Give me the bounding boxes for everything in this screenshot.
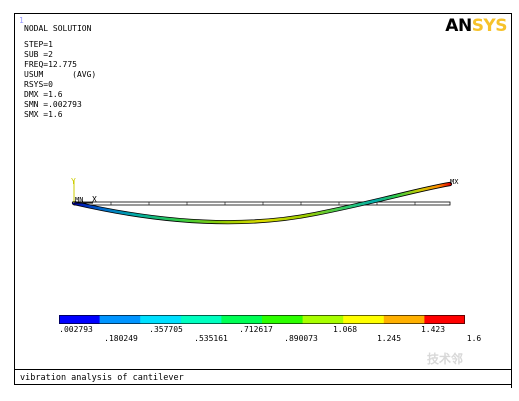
info-step: STEP=1 xyxy=(24,40,53,49)
info-freq: FREQ=12.775 xyxy=(24,60,77,69)
watermark: 技术邻 xyxy=(427,352,464,366)
text-cursor xyxy=(511,370,512,388)
graphics-window[interactable]: 1 NODAL SOLUTION STEP=1 SUB =2 FREQ=12.7… xyxy=(14,13,512,385)
color-band xyxy=(424,315,465,324)
legend-label-bottom: .535161 xyxy=(194,334,228,343)
color-band xyxy=(302,315,344,324)
info-dmx: DMX =1.6 xyxy=(24,90,63,99)
legend-label-top: .002793 xyxy=(59,325,93,334)
max-marker: MX xyxy=(450,178,459,186)
contour-color-bar xyxy=(59,315,465,324)
logo-sys: SYS xyxy=(471,16,508,36)
color-band xyxy=(343,315,385,324)
logo-an: AN xyxy=(445,16,472,36)
color-band xyxy=(180,315,222,324)
color-band xyxy=(99,315,141,324)
legend-label-bottom: .890073 xyxy=(284,334,318,343)
x-axis-label: X xyxy=(92,195,97,204)
info-sub: SUB =2 xyxy=(24,50,53,59)
color-band xyxy=(59,315,101,324)
solution-info-block: NODAL SOLUTION STEP=1 SUB =2 FREQ=12.775… xyxy=(24,24,96,120)
info-heading: NODAL SOLUTION xyxy=(24,24,92,33)
deformed-shape-plot[interactable]: Y X MN MX xyxy=(15,14,513,314)
color-band xyxy=(262,315,304,324)
info-usum: USUM (AVG) xyxy=(24,70,97,79)
deformed-beam xyxy=(71,181,453,225)
min-marker: MN xyxy=(75,196,83,204)
legend-label-bottom: 1.245 xyxy=(376,334,402,343)
color-band xyxy=(221,315,263,324)
y-axis-label: Y xyxy=(71,177,76,186)
info-rsys: RSYS=0 xyxy=(24,80,53,89)
coordinate-triad xyxy=(73,180,93,204)
legend-label-top: .357705 xyxy=(149,325,183,334)
legend-labels: .002793 .357705 .712617 1.068 1.423 .180… xyxy=(15,14,513,386)
color-band xyxy=(383,315,425,324)
info-smx: SMX =1.6 xyxy=(24,110,63,119)
legend-label-top: 1.068 xyxy=(332,325,358,334)
legend-label-bottom: 1.6 xyxy=(466,334,482,343)
legend-label-top: 1.423 xyxy=(420,325,446,334)
info-smn: SMN =.002793 xyxy=(24,100,82,109)
ansys-logo: ANSYS xyxy=(445,16,507,36)
legend-label-bottom: .180249 xyxy=(104,334,138,343)
legend-label-top: .712617 xyxy=(239,325,273,334)
title-separator xyxy=(15,369,511,370)
plot-title: vibration analysis of cantilever xyxy=(20,373,184,383)
window-number: 1 xyxy=(19,16,24,25)
color-bar-border xyxy=(59,315,465,324)
color-band xyxy=(140,315,182,324)
